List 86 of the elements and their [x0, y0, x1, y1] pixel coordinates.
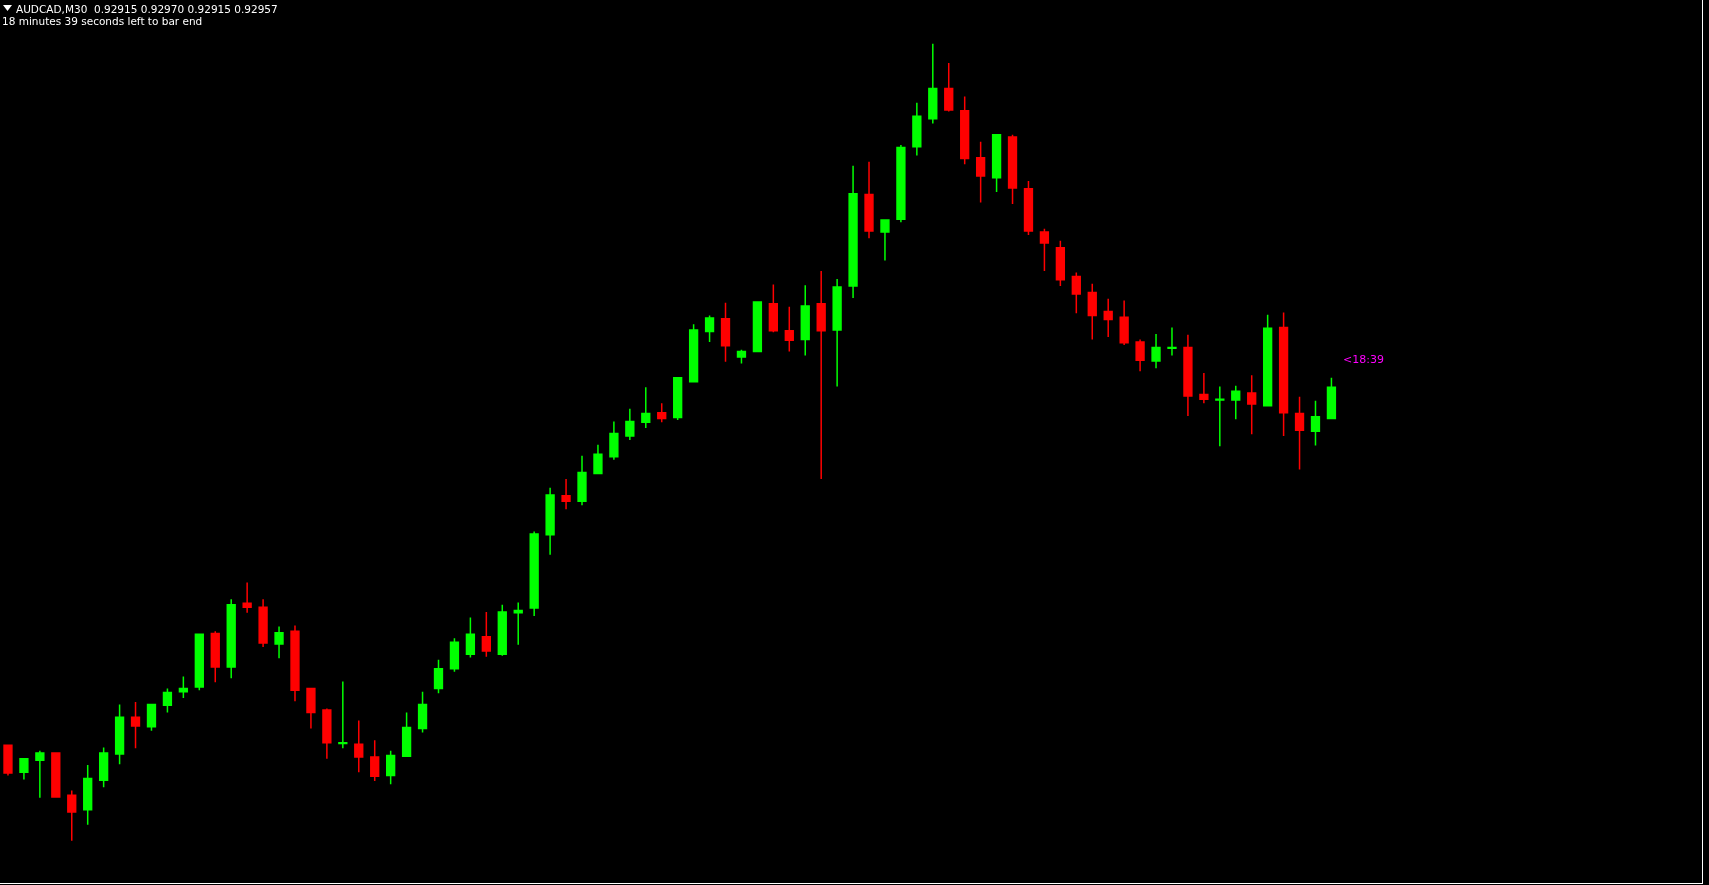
candlestick: [433, 659, 444, 695]
candlestick: [880, 219, 890, 262]
candlestick: [1055, 239, 1066, 287]
candlestick: [338, 680, 348, 750]
candlestick: [848, 165, 858, 299]
candlestick: [816, 270, 826, 480]
candlestick: [290, 624, 300, 703]
candlestick: [928, 43, 938, 125]
candlestick: [194, 632, 204, 691]
candlestick: [1151, 333, 1161, 369]
candlestick: [944, 62, 954, 113]
candlestick: [417, 690, 428, 734]
candlestick: [258, 598, 268, 648]
candlestick: [370, 739, 380, 782]
candlestick: [1039, 227, 1050, 272]
candlestick: [1294, 396, 1305, 471]
candlestick: [242, 581, 252, 614]
candlestick: [1262, 314, 1273, 408]
chart-title: AUDCAD,M30 0.92915 0.92970 0.92915 0.92957: [16, 3, 278, 15]
candlestick: [3, 744, 13, 777]
candlestick: [657, 402, 667, 424]
candlestick: [1278, 311, 1289, 437]
candlestick: [864, 161, 874, 240]
candlestick: [1247, 374, 1257, 436]
candlestick: [146, 703, 157, 732]
candlestick: [1310, 400, 1321, 447]
candlestick: [497, 604, 507, 657]
candlestick: [306, 687, 316, 730]
candlestick: [226, 598, 236, 679]
candlestick: [896, 144, 906, 224]
candlestick: [1215, 385, 1225, 448]
candlestick: [386, 749, 396, 785]
candlestick: [1199, 372, 1209, 404]
candlestick: [1071, 271, 1081, 314]
candlestick: [465, 616, 476, 659]
candlestick: [1167, 326, 1177, 357]
candlestick: [593, 443, 603, 475]
chart-subtitle: 18 minutes 39 seconds left to bar end: [2, 15, 203, 27]
candlestick: [481, 611, 491, 658]
candlestick: [322, 707, 332, 760]
candlestick: [1023, 180, 1034, 236]
candlestick: [114, 703, 125, 766]
candlestick: [545, 486, 555, 556]
candlestick: [625, 408, 635, 441]
candlestick: [274, 625, 284, 660]
candlestick: [784, 306, 794, 353]
candlestick: [991, 133, 1002, 193]
candlestick: [975, 141, 986, 204]
candlestick: [832, 278, 842, 388]
candlestick: [98, 746, 109, 789]
candlestick: [83, 764, 93, 826]
candlestick: [1135, 338, 1145, 373]
candlestick: [577, 455, 587, 506]
candlestick: [35, 749, 45, 799]
candlestick: [561, 478, 571, 510]
candlestick: [529, 530, 539, 617]
candlestick: [641, 386, 651, 429]
candlestick: [1183, 333, 1193, 417]
candlestick: [1103, 298, 1113, 338]
candlestick: [354, 719, 364, 773]
candlestick: [130, 701, 141, 750]
candlestick: [768, 283, 778, 334]
candlestick: [673, 376, 683, 421]
candlestick: [1326, 377, 1337, 420]
candlestick: [752, 301, 763, 353]
candlestick: [736, 349, 747, 365]
candlestick: [1087, 282, 1097, 341]
candlestick: [960, 95, 970, 165]
candlestick: [401, 711, 412, 758]
candlestick: [1231, 384, 1241, 420]
candlestick: [162, 687, 173, 714]
candlestick: [704, 314, 715, 343]
candlestick: [19, 757, 29, 781]
candlestick: [51, 752, 61, 798]
candlestick: [513, 601, 523, 646]
candlestick: [720, 302, 731, 363]
candlestick: [609, 420, 619, 461]
candlestick: [1007, 133, 1018, 205]
candlestick: [1119, 299, 1129, 346]
candlestick: [912, 102, 922, 157]
candlestick: [688, 323, 699, 384]
candlestick: [67, 789, 77, 842]
candlestick: [210, 630, 220, 683]
text: <18:39: [1343, 353, 1384, 366]
candlestick: [449, 637, 460, 673]
candlestick: [800, 284, 810, 357]
